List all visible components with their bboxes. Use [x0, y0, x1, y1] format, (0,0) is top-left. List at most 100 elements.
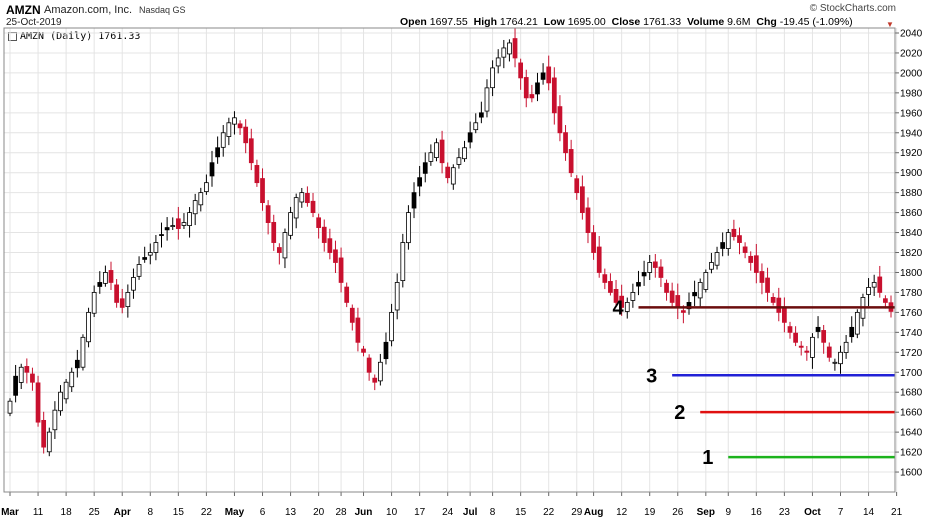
support-levels: 4 32 1	[612, 297, 895, 469]
level-label-2: 2	[674, 402, 685, 424]
x-axis: Mar 11 18 25 Apr 8 15 22 May 6 13 20 28 Jun 10 17 24 Jul 8…	[1, 492, 903, 518]
candle-body	[467, 132, 473, 143]
candle	[675, 283, 681, 320]
candle	[535, 72, 540, 102]
candle	[86, 307, 91, 348]
candle	[125, 284, 131, 318]
candle	[478, 101, 484, 124]
candle	[282, 228, 288, 269]
candle	[647, 255, 653, 280]
candle	[782, 297, 787, 333]
candle	[361, 345, 366, 357]
candle	[153, 235, 159, 261]
brand-watermark[interactable]: © StockCharts.com	[809, 3, 896, 14]
candle-body	[13, 375, 18, 396]
candle	[80, 334, 86, 371]
candle-body	[52, 409, 58, 431]
x-tick-label: 18	[61, 507, 73, 518]
candle	[490, 60, 495, 97]
candle-body	[248, 138, 254, 164]
x-tick-label: 15	[515, 507, 527, 518]
candle-body	[243, 126, 249, 144]
x-tick-label: Aug	[584, 507, 603, 518]
candle	[366, 354, 372, 381]
candle	[389, 303, 394, 347]
candle	[608, 273, 613, 296]
candle	[220, 125, 226, 157]
candle	[271, 214, 277, 251]
candle-body	[114, 284, 119, 303]
y-tick-label: 1740	[900, 328, 923, 339]
candle	[748, 251, 754, 271]
candle-body	[551, 77, 557, 114]
candle-body	[383, 341, 389, 360]
candle-body	[428, 152, 434, 162]
candle	[512, 28, 518, 68]
candle-body	[164, 227, 170, 231]
chart-grid	[4, 28, 898, 492]
candle-body	[782, 307, 787, 323]
candle	[18, 363, 24, 390]
candle-body	[478, 112, 484, 118]
x-tick-label: 9	[725, 507, 731, 518]
candle	[439, 130, 445, 174]
candle	[394, 273, 400, 320]
volume-value: 9.6M	[727, 16, 751, 28]
candle	[338, 247, 344, 293]
candle-body	[333, 249, 338, 263]
candle	[119, 288, 125, 314]
candle	[720, 232, 726, 257]
candle-body	[709, 262, 714, 270]
chart-title: AMZN (Daily) 1761.33	[8, 31, 140, 42]
candle	[63, 378, 69, 404]
candle	[372, 374, 378, 391]
x-tick-label: 11	[33, 507, 44, 518]
candle	[310, 192, 316, 218]
candle	[400, 233, 406, 288]
candle-body	[714, 252, 720, 266]
candle-body	[854, 311, 860, 335]
candle-body	[815, 326, 821, 332]
candle-body	[232, 117, 237, 125]
x-tick-label: 6	[260, 507, 266, 518]
candle	[523, 69, 529, 108]
chart-header: AMZN Amazon.com, Inc. Nasdaq GS 25-Oct-2…	[0, 0, 930, 30]
candle-body	[226, 122, 232, 137]
y-tick-label: 1820	[900, 248, 923, 259]
candle-body	[338, 257, 344, 283]
candle	[529, 84, 535, 103]
candle	[456, 148, 462, 169]
y-tick-label: 1880	[900, 188, 923, 199]
candle-body	[652, 261, 658, 268]
y-tick-label: 1920	[900, 148, 923, 159]
candle	[574, 175, 580, 200]
candle	[333, 240, 338, 273]
x-tick-label: 22	[543, 507, 555, 518]
candle-body	[462, 147, 467, 160]
candle-body	[58, 391, 63, 412]
candle-body	[260, 178, 265, 204]
candle	[293, 193, 299, 229]
candle-body	[18, 366, 24, 383]
x-tick-label: 23	[779, 507, 791, 518]
candle-body	[119, 298, 125, 308]
candle-body	[636, 282, 641, 287]
candle-body	[675, 295, 681, 308]
candle-body	[361, 348, 366, 353]
chart-date: 25-Oct-2019	[6, 17, 62, 28]
y-tick-label: 1960	[900, 108, 923, 119]
y-tick-label: 1980	[900, 88, 923, 99]
candle	[226, 117, 232, 146]
x-tick-label: 25	[89, 507, 101, 518]
x-tick-label: Mar	[1, 507, 19, 518]
candle-body	[804, 350, 810, 353]
candle	[568, 139, 574, 178]
candle	[13, 364, 18, 403]
candle-body	[254, 165, 260, 184]
candle-body	[316, 217, 321, 228]
candle-body	[832, 361, 838, 364]
x-tick-label: 24	[442, 507, 454, 518]
candle	[619, 284, 625, 316]
candle	[344, 282, 350, 308]
